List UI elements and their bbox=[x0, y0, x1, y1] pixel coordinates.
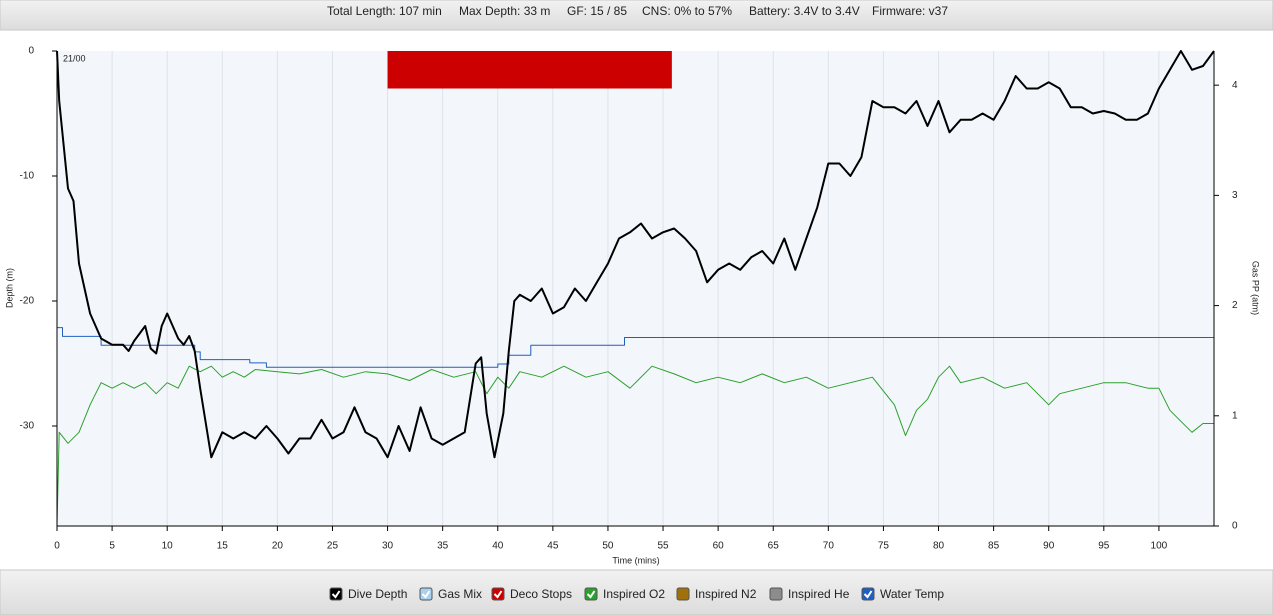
legend-check[interactable] bbox=[421, 590, 431, 599]
legend-checkbox[interactable] bbox=[329, 587, 343, 601]
x-tick-label: 85 bbox=[988, 541, 1000, 552]
x-tick-label: 70 bbox=[823, 541, 835, 552]
y-tick-label: -30 bbox=[20, 421, 35, 432]
legend-check[interactable] bbox=[586, 590, 596, 599]
y2-tick-label: 4 bbox=[1232, 80, 1238, 91]
annotation: 21/00 bbox=[63, 53, 86, 63]
header-stat: CNS: 0% to 57% bbox=[642, 4, 732, 18]
legend-check[interactable] bbox=[493, 590, 503, 599]
legend-label[interactable]: Inspired N2 bbox=[695, 587, 757, 601]
header-stat: Max Depth: 33 m bbox=[459, 4, 550, 18]
y2-tick-label: 2 bbox=[1232, 300, 1238, 311]
x-tick-label: 10 bbox=[162, 541, 174, 552]
x-tick-label: 55 bbox=[657, 541, 669, 552]
header-stat: Total Length: 107 min bbox=[327, 4, 442, 18]
x-tick-label: 25 bbox=[327, 541, 339, 552]
x-tick-label: 100 bbox=[1151, 541, 1168, 552]
legend-label[interactable]: Inspired He bbox=[788, 587, 850, 601]
x-tick-label: 65 bbox=[768, 541, 780, 552]
legend-check[interactable] bbox=[331, 590, 341, 599]
legend-checkbox[interactable] bbox=[419, 587, 433, 601]
header-stat: Firmware: v37 bbox=[872, 4, 948, 18]
header-stat: Battery: 3.4V to 3.4V bbox=[749, 4, 860, 18]
y-tick-label: -20 bbox=[20, 296, 35, 307]
legend-check[interactable] bbox=[863, 590, 873, 599]
legend-checkbox[interactable] bbox=[676, 587, 690, 601]
x-tick-label: 35 bbox=[437, 541, 449, 552]
legend-label[interactable]: Deco Stops bbox=[510, 587, 572, 601]
x-tick-label: 20 bbox=[272, 541, 284, 552]
plot-area bbox=[57, 51, 1214, 526]
legend-label[interactable]: Inspired O2 bbox=[603, 587, 665, 601]
x-tick-label: 30 bbox=[382, 541, 394, 552]
y-axis-label: Depth (m) bbox=[4, 268, 14, 308]
x-tick-label: 75 bbox=[878, 541, 890, 552]
x-axis-label: Time (mins) bbox=[612, 555, 659, 565]
x-tick-label: 50 bbox=[602, 541, 614, 552]
x-tick-label: 90 bbox=[1043, 541, 1055, 552]
legend-label[interactable]: Dive Depth bbox=[348, 587, 407, 601]
deco-stop bbox=[387, 51, 672, 89]
y2-tick-label: 3 bbox=[1232, 190, 1238, 201]
y2-tick-label: 0 bbox=[1232, 521, 1238, 532]
legend-checkbox[interactable] bbox=[584, 587, 598, 601]
x-tick-label: 60 bbox=[713, 541, 725, 552]
legend-bar bbox=[0, 569, 1273, 615]
x-tick-label: 15 bbox=[217, 541, 229, 552]
x-tick-label: 45 bbox=[547, 541, 559, 552]
y2-axis-label: Gas PP (atm) bbox=[1251, 261, 1261, 315]
series-line bbox=[56, 50, 1215, 459]
legend-checkbox[interactable] bbox=[769, 587, 783, 601]
series-line bbox=[57, 327, 1214, 368]
legend-label[interactable]: Water Temp bbox=[880, 587, 944, 601]
header-bar bbox=[0, 0, 1273, 31]
header-stat: GF: 15 / 85 bbox=[567, 4, 627, 18]
x-tick-label: 0 bbox=[54, 541, 60, 552]
y-tick-label: 0 bbox=[28, 46, 34, 57]
legend-checkbox[interactable] bbox=[861, 587, 875, 601]
x-tick-label: 5 bbox=[109, 541, 115, 552]
y2-tick-label: 1 bbox=[1232, 410, 1238, 421]
series-line bbox=[56, 365, 1214, 527]
x-tick-label: 40 bbox=[492, 541, 504, 552]
x-tick-label: 80 bbox=[933, 541, 945, 552]
y-tick-label: -10 bbox=[20, 171, 35, 182]
legend-label[interactable]: Gas Mix bbox=[438, 587, 482, 601]
legend-checkbox[interactable] bbox=[491, 587, 505, 601]
x-tick-label: 95 bbox=[1098, 541, 1110, 552]
